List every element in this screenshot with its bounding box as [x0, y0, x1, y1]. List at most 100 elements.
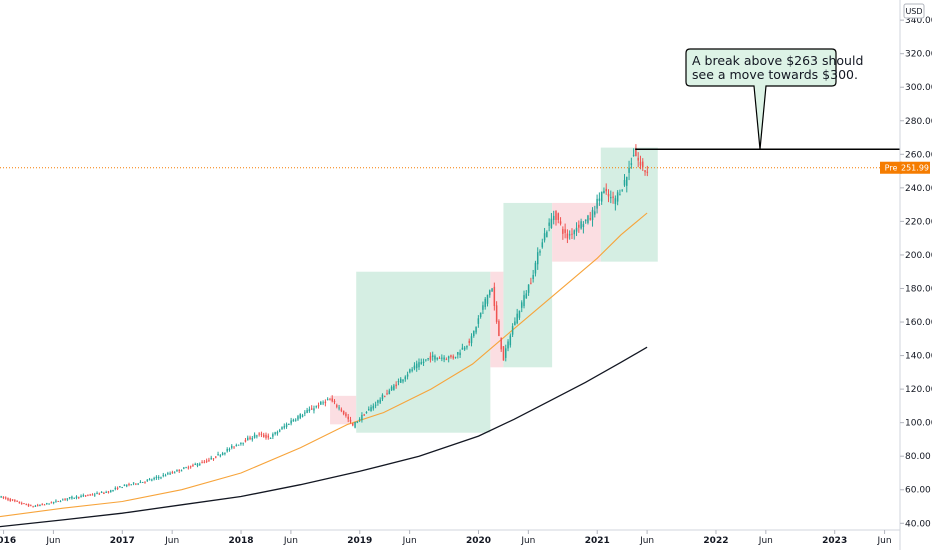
candle-body [495, 305, 498, 322]
candle-body [616, 192, 619, 202]
ma-fast-line [0, 212, 648, 518]
candle [304, 410, 306, 417]
candle-body [518, 310, 521, 318]
candle-body [395, 384, 397, 387]
candle [409, 368, 411, 374]
candle [447, 355, 450, 363]
candle [50, 501, 53, 504]
candle-body [212, 458, 215, 460]
candle [495, 301, 498, 324]
candle-body [160, 477, 162, 479]
candle [564, 223, 566, 239]
candle-body [251, 438, 254, 440]
candle [326, 397, 329, 401]
candle-body [406, 374, 409, 377]
candle [505, 344, 507, 362]
candle [139, 480, 142, 484]
candle-body [484, 298, 486, 307]
candle [548, 218, 550, 232]
candle [404, 375, 407, 382]
candle [358, 417, 361, 423]
candle-body [628, 167, 630, 173]
candle [278, 428, 281, 433]
candle-body [352, 423, 354, 426]
candle-body [221, 453, 224, 455]
annotation-callout[interactable]: A break above $263 should see a move tow… [685, 48, 863, 150]
candle-body [557, 213, 560, 220]
candle [600, 191, 603, 205]
candle-body [107, 491, 110, 493]
candle-body [292, 419, 295, 422]
candle-body [626, 176, 628, 186]
y-tick-label: 160.00 [905, 318, 932, 328]
y-tick-label: 140.00 [905, 352, 932, 362]
candle [48, 503, 50, 505]
candle [546, 230, 548, 238]
candle-body [473, 331, 475, 337]
candle-body [9, 499, 12, 502]
candle [137, 483, 139, 486]
candle [41, 503, 43, 506]
candle [452, 354, 454, 360]
candle [642, 158, 644, 172]
candle-body [632, 154, 635, 156]
candle [596, 194, 598, 214]
annotation-line-1: A break above $263 should [692, 53, 863, 68]
candle [109, 489, 112, 493]
candle-body [431, 355, 434, 358]
candle [18, 501, 21, 504]
candle [484, 297, 486, 310]
candle-body [205, 460, 208, 462]
candle-body [196, 463, 199, 466]
candle-body [596, 198, 598, 209]
candle-body [498, 321, 500, 337]
candle [157, 475, 160, 480]
candle [290, 417, 292, 426]
candle [479, 312, 482, 319]
candle [635, 144, 637, 157]
candle-body [397, 381, 400, 383]
candle [438, 356, 441, 359]
candle-body [532, 274, 534, 280]
candle-body [347, 416, 349, 420]
candle [194, 462, 196, 466]
candle [594, 205, 596, 218]
candle [454, 356, 457, 359]
candle [297, 414, 299, 421]
candle [288, 423, 290, 426]
candle [520, 300, 523, 313]
candle [616, 190, 619, 206]
candle [285, 422, 288, 429]
candle [555, 210, 557, 226]
candle [431, 351, 434, 361]
candle [173, 471, 176, 474]
candle [356, 420, 359, 424]
candle [244, 437, 247, 443]
candle [473, 330, 475, 338]
candle [2, 496, 5, 500]
candle-body [308, 409, 311, 412]
candle-body [135, 483, 137, 485]
price-tag-prefix: Pre [885, 164, 898, 173]
x-tick-label: Jun [877, 536, 892, 546]
candle-body [516, 313, 518, 324]
candle [342, 410, 345, 416]
candle [598, 192, 601, 206]
candle [91, 493, 94, 496]
candle [550, 212, 553, 229]
currency-badge[interactable]: USD [903, 3, 925, 19]
candle-body [137, 483, 139, 485]
candle [457, 351, 459, 359]
candle [299, 413, 302, 420]
candle [445, 357, 448, 361]
candles-layer [0, 144, 649, 508]
candle [361, 412, 363, 423]
candle-body [25, 504, 28, 506]
candle-body [562, 229, 564, 234]
candle [516, 308, 518, 325]
candle-body [566, 233, 569, 239]
candle-body [320, 401, 322, 405]
candle-body [62, 499, 64, 501]
